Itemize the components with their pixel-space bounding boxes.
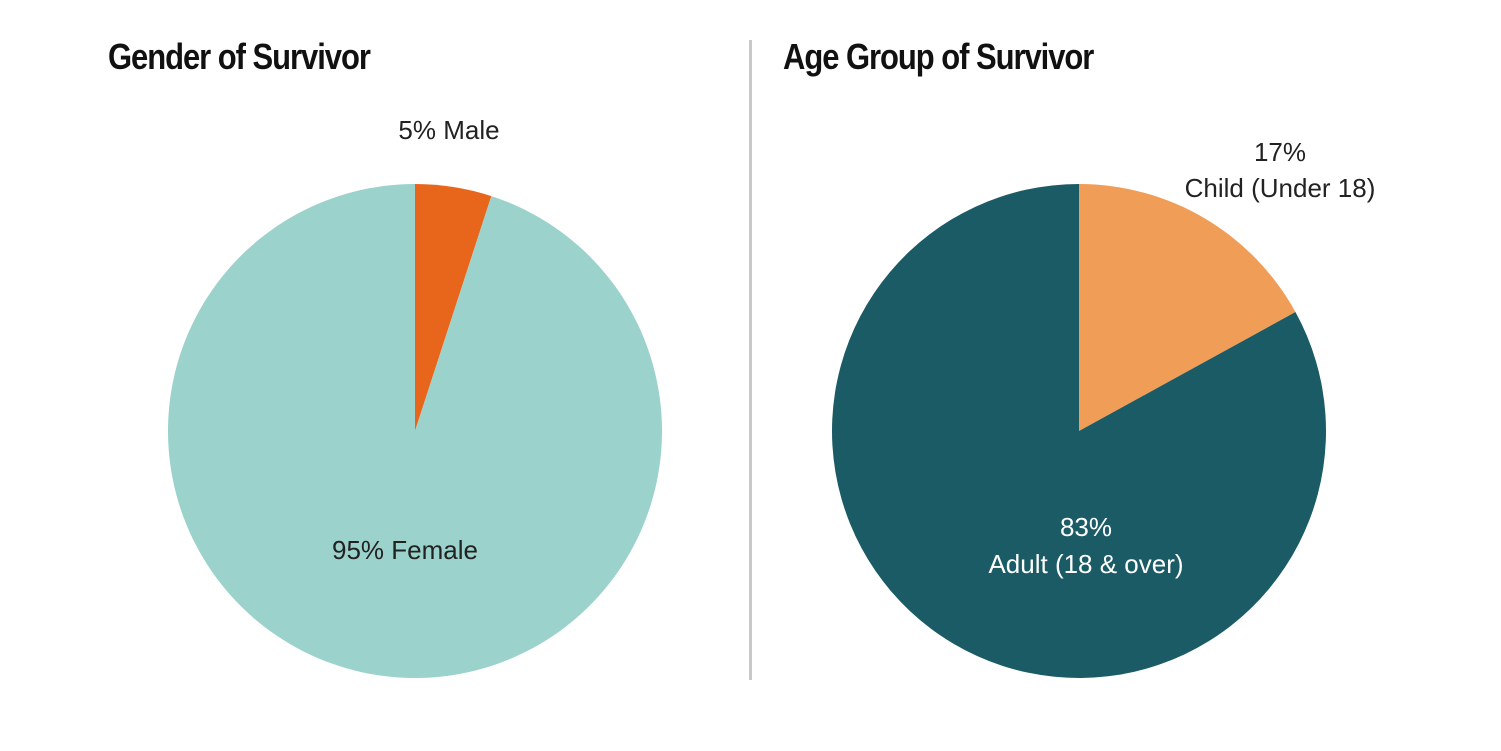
slice-label-male: 5% Male [398,115,499,145]
pie-slice-child [1079,184,1296,431]
slice-label-child-pct: 17% [1254,137,1306,167]
slice-label-female: 95% Female [332,535,478,565]
pie-age-group: 17% Child (Under 18) 83% Adult (18 & ove… [832,137,1376,679]
chart-divider [749,40,752,680]
pie-slice-adult [832,184,1327,679]
chart-title-age-group: Age Group of Survivor [783,36,1094,77]
pie-slice-male [415,184,492,431]
pie-slice-female [167,184,662,679]
pie-gender: 5% Male 95% Female [167,115,662,679]
slice-label-adult-name: Adult (18 & over) [988,549,1183,579]
chart-title-gender: Gender of Survivor [108,36,371,77]
slice-label-adult-pct: 83% [1060,512,1112,542]
slice-label-child-name: Child (Under 18) [1185,173,1376,203]
